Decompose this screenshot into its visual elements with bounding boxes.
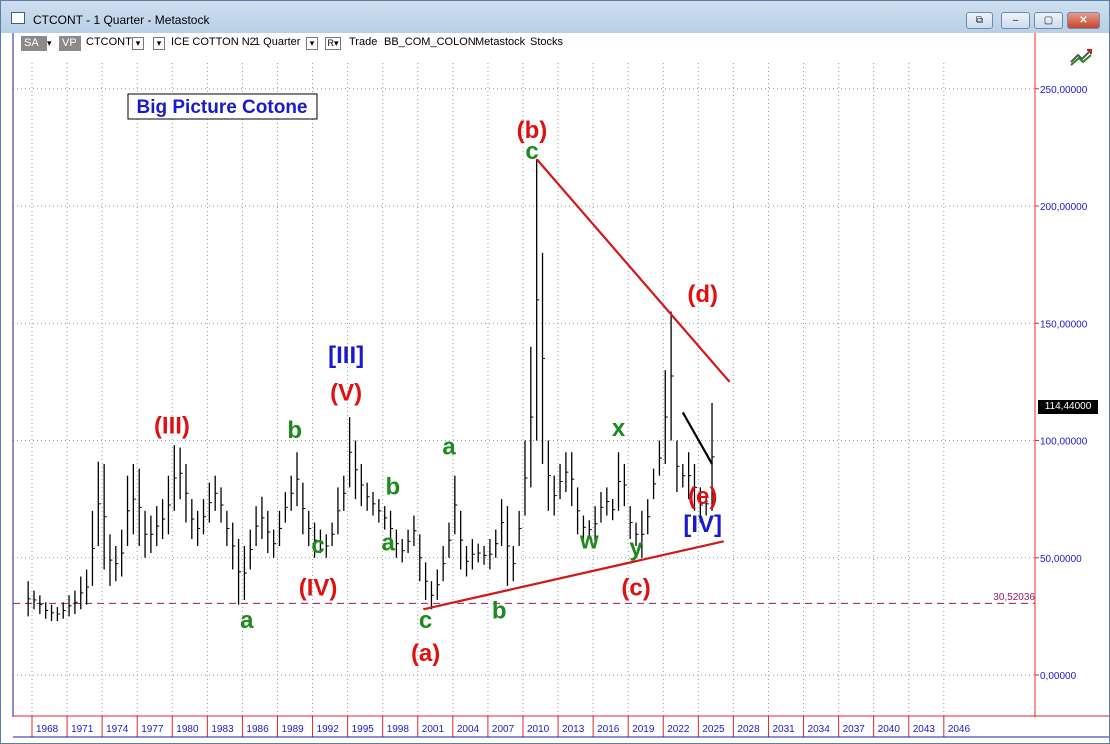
wave-label: a [442, 434, 456, 461]
price-bars [27, 159, 715, 622]
restore-document-button[interactable]: ⧉ [966, 12, 993, 29]
y-tick-label: 0,00000 [1040, 671, 1077, 682]
x-tick-label: 2034 [808, 724, 831, 735]
r-label: R [327, 38, 334, 48]
wave-label: [IV] [683, 511, 722, 538]
chart-toolbar: SA ▾ VP CTCONT ▾ ▾ ICE COTTON N2 1 Quart… [9, 33, 1099, 55]
x-tick-label: 1968 [36, 724, 59, 735]
wave-label: (IV) [299, 574, 338, 601]
wave-label: w [579, 527, 599, 554]
vp-button[interactable]: VP [59, 36, 81, 51]
wave-label: b [386, 473, 401, 500]
periodicity-label[interactable]: 1 Quarter [254, 36, 301, 48]
chart-title-box [127, 93, 318, 120]
chart-window-icon [11, 12, 25, 24]
wave-label: c [419, 607, 432, 634]
x-tick-label: 1998 [387, 724, 410, 735]
trendlines [423, 158, 731, 611]
wave-label: (d) [687, 281, 718, 308]
symbol-dropdown-icon[interactable]: ▾ [132, 37, 144, 50]
symbol-label[interactable]: CTCONT [86, 36, 132, 48]
x-tick-label: 2022 [667, 724, 690, 735]
x-tick-label: 2001 [422, 724, 445, 735]
template-label[interactable]: Trade [349, 36, 378, 48]
x-tick-label: 2007 [492, 724, 515, 735]
wave-label: (c) [621, 574, 650, 601]
maximize-button[interactable]: ▢ [1034, 12, 1063, 29]
wave-label: [III] [328, 342, 364, 369]
indicator-label[interactable]: BB_COM_COLON [384, 36, 476, 48]
wave-label: b [492, 598, 507, 625]
wave-label: (V) [330, 380, 362, 407]
x-tick-label: 1983 [211, 724, 234, 735]
minimize-button[interactable]: – [1001, 12, 1030, 29]
close-button[interactable]: ✕ [1067, 12, 1100, 29]
source-label: Metastock [475, 36, 526, 48]
x-tick-label: 2019 [632, 724, 655, 735]
x-tick-label: 2010 [527, 724, 550, 735]
wave-label: x [612, 415, 626, 442]
wave-label: y [629, 534, 643, 561]
x-tick-label: 2013 [562, 724, 585, 735]
last-price-tag: 114,44000 [1038, 400, 1098, 414]
wave-label: (III) [154, 412, 190, 439]
wave-label: (a) [411, 640, 440, 667]
x-tick-label: 2004 [457, 724, 480, 735]
window-title: CTCONT - 1 Quarter - Metastock [33, 13, 210, 27]
wave-label: (b) [517, 117, 548, 144]
trendline[interactable] [535, 158, 731, 383]
time-axis: 1968 1971 1974 1977 1980 1983 1986 1989 1992 1995… [31, 716, 971, 737]
price-axis: 0,00000 50,00000 100,00000 150,00000 200,000… [1035, 85, 1088, 682]
x-tick-label: 2037 [843, 724, 866, 735]
chart-gridlines [13, 63, 1035, 716]
x-tick-label: 2043 [913, 724, 936, 735]
y-tick-label: 250,00000 [1040, 85, 1088, 96]
x-tick-label: 2028 [737, 724, 760, 735]
x-tick-label: 2040 [878, 724, 901, 735]
x-tick-label: 1995 [352, 724, 375, 735]
security-dropdown-icon[interactable]: ▾ [153, 37, 165, 50]
sa-button[interactable]: SA [21, 36, 47, 51]
periodicity-dropdown-icon[interactable]: ▾ [306, 37, 318, 50]
security-name: ICE COTTON N2 [171, 36, 256, 48]
x-tick-label: 2046 [948, 724, 971, 735]
wave-label: (e) [688, 483, 717, 510]
x-tick-label: 1971 [71, 724, 94, 735]
wave-label: a [240, 607, 254, 634]
wave-label: b [287, 417, 302, 444]
x-tick-label: 1977 [141, 724, 164, 735]
x-tick-label: 2025 [702, 724, 725, 735]
y-tick-label: 200,00000 [1040, 202, 1088, 213]
r-button[interactable]: R▾ [325, 37, 341, 50]
support-level-label: 30,52036 [993, 592, 1035, 603]
y-tick-label: 100,00000 [1040, 437, 1088, 448]
drawing-tools-icon[interactable] [1069, 46, 1093, 68]
chart-title: Big Picture Cotone [136, 97, 307, 118]
x-tick-label: 2016 [597, 724, 620, 735]
title-bar[interactable]: CTCONT - 1 Quarter - Metastock ⧉ – ▢ ✕ [1, 1, 1109, 33]
x-tick-label: 1980 [176, 724, 199, 735]
x-tick-label: 1992 [317, 724, 340, 735]
x-tick-label: 1986 [246, 724, 269, 735]
x-tick-label: 2031 [772, 724, 795, 735]
wave-label: c [525, 138, 538, 165]
y-tick-label: 50,00000 [1040, 554, 1082, 565]
x-tick-label: 1974 [106, 724, 129, 735]
wave-label: a [382, 530, 396, 557]
trendline[interactable] [423, 540, 724, 611]
category-label: Stocks [530, 36, 564, 48]
y-tick-label: 150,00000 [1040, 319, 1088, 330]
trendline[interactable] [681, 411, 713, 465]
sa-dropdown-icon[interactable]: ▾ [47, 38, 52, 48]
wave-label: c [311, 532, 324, 559]
x-tick-label: 1989 [281, 724, 304, 735]
